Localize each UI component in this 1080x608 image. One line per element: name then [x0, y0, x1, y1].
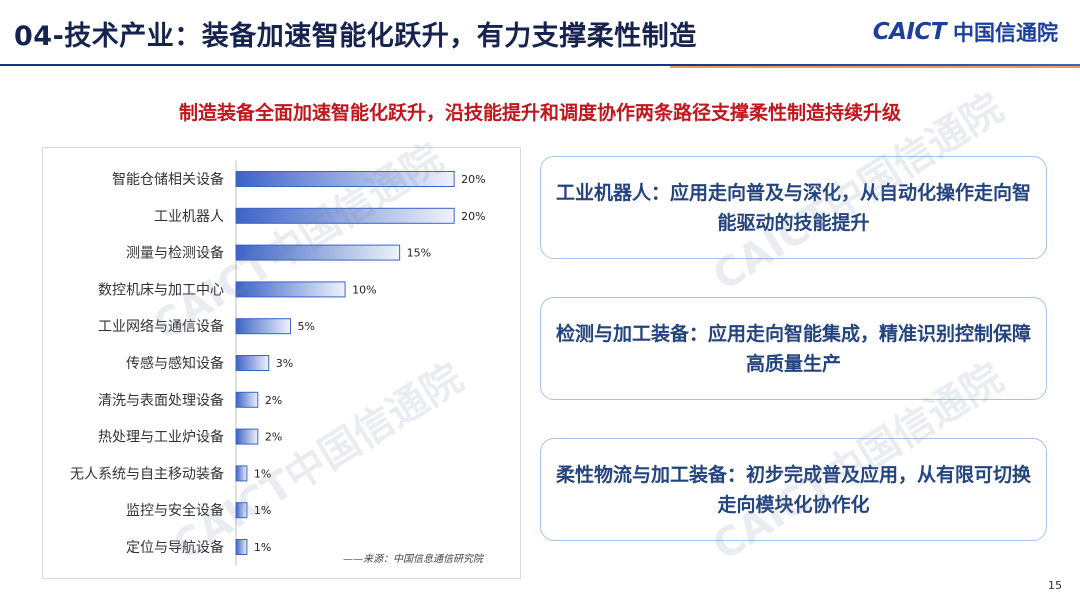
- category-label: 热处理与工业炉设备: [98, 429, 224, 446]
- subtitle: 制造装备全面加速智能化跃升，沿技能提升和调度协作两条路径支撑柔性制造持续升级: [178, 102, 901, 124]
- category-label: 智能仓储相关设备: [112, 171, 224, 188]
- bar: [235, 539, 248, 555]
- bar: [235, 207, 455, 224]
- card-industrial-robot: 工业机器人：应用走向普及与深化，从自动化操作走向智能驱动的技能提升: [540, 156, 1047, 259]
- page-title: 04-技术产业：装备加速智能化跃升，有力支撑柔性制造: [14, 21, 697, 52]
- bar-chart-svg: 智能仓储相关设备 20% 工业机器人 20% 测量与检测设备 15% 数控机床与加工中心 10…: [70, 160, 486, 566]
- value-label: 1%: [254, 541, 271, 554]
- category-label: 数控机床与加工中心: [98, 282, 224, 298]
- value-label: 15%: [407, 247, 431, 260]
- bar-chart: 智能仓储相关设备 20% 工业机器人 20% 测量与检测设备 15% 数控机床与加工中心 10…: [42, 147, 521, 579]
- logo-mark: CAICT: [872, 19, 947, 45]
- category-label: 定位与导航设备: [126, 539, 224, 556]
- logo-text: 中国信通院: [953, 21, 1058, 45]
- card-text: 检测与加工装备：应用走向智能集成，精准识别控制保障高质量生产: [555, 322, 1031, 375]
- value-label: 2%: [265, 394, 282, 407]
- category-label: 无人系统与自主移动装备: [70, 465, 224, 482]
- bar: [235, 171, 455, 187]
- bar: [235, 465, 248, 482]
- bar: [235, 502, 248, 519]
- card-inspection-equipment: 检测与加工装备：应用走向智能集成，精准识别控制保障高质量生产: [540, 297, 1047, 400]
- value-label: 3%: [276, 357, 293, 370]
- card-text: 柔性物流与加工装备：初步完成普及应用，从有限可切换走向模块化协作化: [555, 463, 1031, 516]
- category-label: 监控与安全设备: [126, 502, 224, 519]
- header-accent-line: [670, 66, 1080, 68]
- bar: [235, 281, 346, 298]
- value-label: 1%: [254, 504, 271, 517]
- page-number: 15: [1048, 579, 1062, 592]
- value-label: 2%: [265, 431, 282, 444]
- value-label: 1%: [254, 467, 271, 480]
- category-label: 工业机器人: [154, 209, 224, 225]
- chart-source: ——来源：中国信息通信研究院: [343, 554, 483, 565]
- category-label: 工业网络与通信设备: [98, 318, 224, 335]
- card-flexible-logistics: 柔性物流与加工装备：初步完成普及应用，从有限可切换走向模块化协作化: [540, 438, 1047, 541]
- bar: [235, 391, 259, 408]
- value-label: 10%: [352, 283, 376, 296]
- bar: [235, 318, 292, 335]
- category-label: 清洗与表面处理设备: [98, 392, 224, 409]
- header-divider: [0, 64, 1080, 66]
- value-label: 20%: [461, 210, 485, 223]
- category-label: 传感与感知设备: [126, 355, 224, 372]
- card-text: 工业机器人：应用走向普及与深化，从自动化操作走向智能驱动的技能提升: [555, 181, 1031, 234]
- caict-logo: CAICT 中国信通院: [873, 17, 1058, 47]
- header: 04-技术产业：装备加速智能化跃升，有力支撑柔性制造 CAICT 中国信通院: [0, 0, 1080, 68]
- bar: [235, 428, 259, 445]
- value-label: 5%: [298, 320, 315, 333]
- bar: [235, 355, 270, 371]
- value-label: 20%: [461, 173, 485, 186]
- category-label: 测量与检测设备: [126, 245, 224, 262]
- bar: [235, 244, 401, 261]
